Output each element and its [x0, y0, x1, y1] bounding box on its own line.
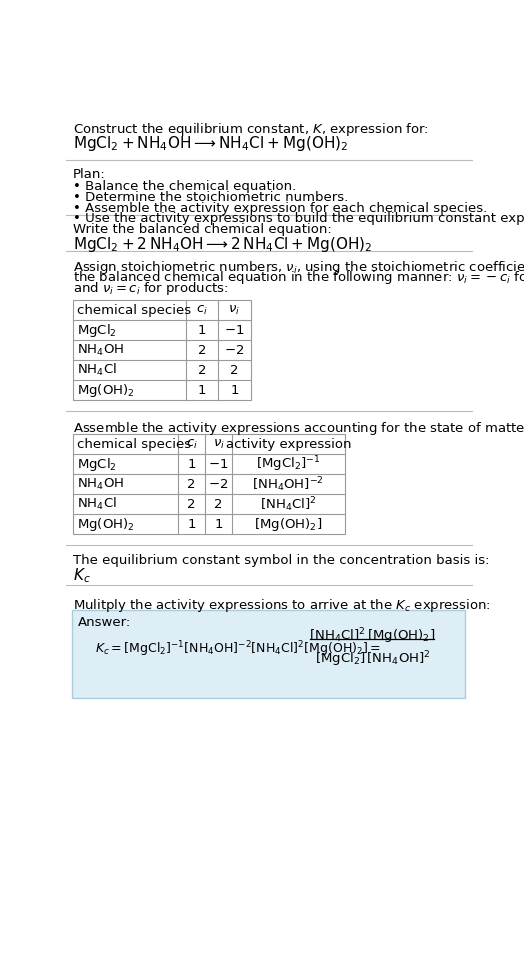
Text: 2: 2: [187, 498, 195, 510]
Text: $\nu_i$: $\nu_i$: [213, 437, 224, 451]
Text: • Determine the stoichiometric numbers.: • Determine the stoichiometric numbers.: [73, 191, 348, 204]
Text: $\mathrm{NH_4OH}$: $\mathrm{NH_4OH}$: [77, 343, 124, 357]
Text: $c_i$: $c_i$: [196, 304, 208, 317]
Text: 2: 2: [214, 498, 223, 510]
Text: Write the balanced chemical equation:: Write the balanced chemical equation:: [73, 223, 332, 236]
Text: $\mathrm{MgCl_2}$: $\mathrm{MgCl_2}$: [77, 456, 117, 473]
Text: $\mathrm{MgCl_2 + 2\,NH_4OH} \longrightarrow \mathrm{2\,NH_4Cl + Mg(OH)_2}$: $\mathrm{MgCl_2 + 2\,NH_4OH} \longrighta…: [73, 235, 373, 255]
Text: $\mathrm{MgCl_2 + NH_4OH} \longrightarrow \mathrm{NH_4Cl + Mg(OH)_2}$: $\mathrm{MgCl_2 + NH_4OH} \longrightarro…: [73, 134, 348, 153]
Text: $-2$: $-2$: [209, 478, 228, 491]
Text: 1: 1: [187, 457, 195, 471]
Text: $\mathrm{NH_4Cl}$: $\mathrm{NH_4Cl}$: [77, 496, 117, 512]
Text: Mulitply the activity expressions to arrive at the $K_c$ expression:: Mulitply the activity expressions to arr…: [73, 598, 491, 614]
Text: $[\mathrm{NH_4Cl}]^2\,[\mathrm{Mg(OH)_2}]$: $[\mathrm{NH_4Cl}]^2\,[\mathrm{Mg(OH)_2}…: [309, 627, 435, 646]
Text: Answer:: Answer:: [78, 616, 131, 628]
Text: $\mathrm{Mg(OH)_2}$: $\mathrm{Mg(OH)_2}$: [77, 382, 135, 399]
Text: $K_c = [\mathrm{MgCl_2}]^{-1}[\mathrm{NH_4OH}]^{-2}[\mathrm{NH_4Cl}]^2[\mathrm{M: $K_c = [\mathrm{MgCl_2}]^{-1}[\mathrm{NH…: [95, 639, 381, 658]
Text: $\nu_i$: $\nu_i$: [228, 304, 241, 317]
Text: Assign stoichiometric numbers, $\nu_i$, using the stoichiometric coefficients, $: Assign stoichiometric numbers, $\nu_i$, …: [73, 259, 524, 276]
Text: • Balance the chemical equation.: • Balance the chemical equation.: [73, 180, 297, 193]
Text: $[\mathrm{NH_4Cl}]^{2}$: $[\mathrm{NH_4Cl}]^{2}$: [260, 495, 316, 513]
Text: $\mathrm{MgCl_2}$: $\mathrm{MgCl_2}$: [77, 322, 117, 338]
Text: $\mathrm{NH_4Cl}$: $\mathrm{NH_4Cl}$: [77, 362, 117, 379]
Text: chemical species: chemical species: [77, 437, 191, 451]
Text: • Use the activity expressions to build the equilibrium constant expression.: • Use the activity expressions to build …: [73, 212, 524, 225]
Text: $[\mathrm{Mg(OH)_2}]$: $[\mathrm{Mg(OH)_2}]$: [254, 516, 322, 532]
Text: 1: 1: [198, 383, 206, 397]
Text: Plan:: Plan:: [73, 167, 106, 181]
Text: the balanced chemical equation in the following manner: $\nu_i = -c_i$ for react: the balanced chemical equation in the fo…: [73, 269, 524, 286]
Text: $\mathrm{Mg(OH)_2}$: $\mathrm{Mg(OH)_2}$: [77, 516, 135, 532]
Text: $c_i$: $c_i$: [185, 437, 198, 451]
Text: chemical species: chemical species: [77, 304, 191, 316]
Text: 1: 1: [214, 518, 223, 530]
Text: $[\mathrm{MgCl_2}]^{-1}$: $[\mathrm{MgCl_2}]^{-1}$: [256, 455, 321, 474]
Text: 2: 2: [187, 478, 195, 491]
Bar: [73, 434, 344, 534]
Text: 1: 1: [230, 383, 239, 397]
Text: Assemble the activity expressions accounting for the state of matter and $\nu_i$: Assemble the activity expressions accoun…: [73, 420, 524, 437]
Text: 2: 2: [230, 363, 239, 377]
Text: 1: 1: [187, 518, 195, 530]
FancyBboxPatch shape: [72, 609, 465, 699]
Text: activity expression: activity expression: [225, 437, 351, 451]
Text: $K_c$: $K_c$: [73, 567, 91, 585]
Text: $-1$: $-1$: [209, 457, 229, 471]
Text: $[\mathrm{NH_4OH}]^{-2}$: $[\mathrm{NH_4OH}]^{-2}$: [253, 475, 324, 494]
Bar: [73, 300, 250, 400]
Text: $-2$: $-2$: [224, 344, 245, 357]
Text: 1: 1: [198, 324, 206, 336]
Text: The equilibrium constant symbol in the concentration basis is:: The equilibrium constant symbol in the c…: [73, 554, 490, 567]
Text: $[\mathrm{MgCl_2}]\,[\mathrm{NH_4OH}]^2$: $[\mathrm{MgCl_2}]\,[\mathrm{NH_4OH}]^2$: [314, 650, 430, 669]
Text: 2: 2: [198, 344, 206, 357]
Text: 2: 2: [198, 363, 206, 377]
Text: Construct the equilibrium constant, $K$, expression for:: Construct the equilibrium constant, $K$,…: [73, 121, 429, 138]
Text: $-1$: $-1$: [224, 324, 245, 336]
Text: $\mathrm{NH_4OH}$: $\mathrm{NH_4OH}$: [77, 477, 124, 492]
Text: and $\nu_i = c_i$ for products:: and $\nu_i = c_i$ for products:: [73, 280, 229, 297]
Text: • Assemble the activity expression for each chemical species.: • Assemble the activity expression for e…: [73, 202, 487, 214]
